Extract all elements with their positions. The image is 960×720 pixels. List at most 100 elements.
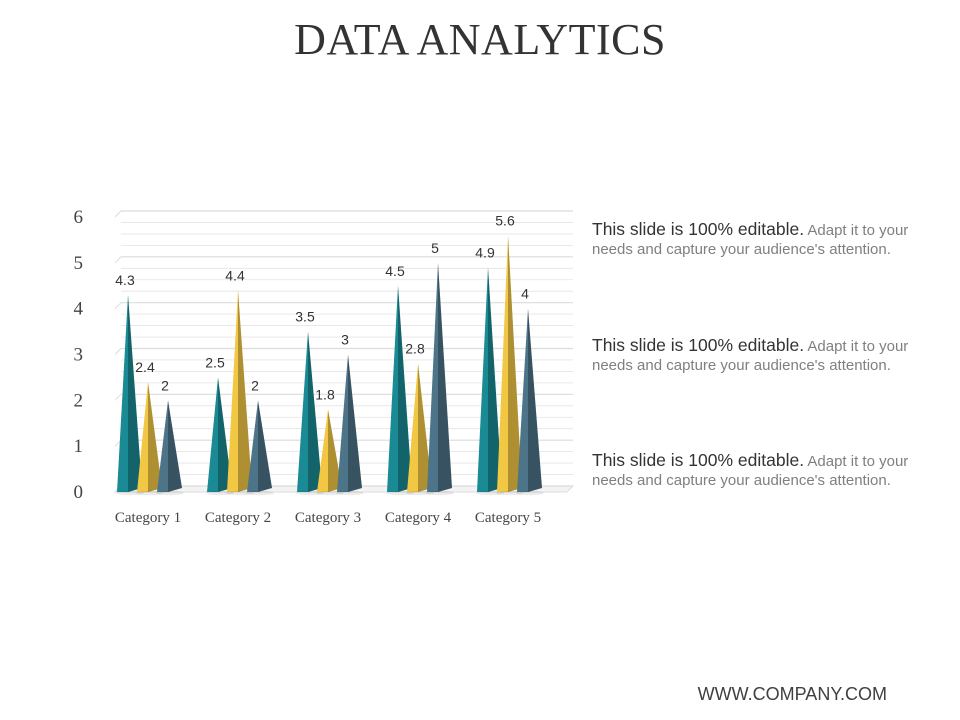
chart-bars bbox=[116, 235, 544, 496]
data-label: 4.5 bbox=[385, 263, 405, 279]
note-body: Adapt it to your needs and capture your … bbox=[592, 453, 909, 489]
x-category-label: Category 2 bbox=[205, 510, 271, 526]
text-note-2: This slide is 100% editable. Adapt it to… bbox=[592, 336, 912, 375]
text-note-3: This slide is 100% editable. Adapt it to… bbox=[592, 451, 912, 490]
data-label: 4.3 bbox=[115, 272, 135, 288]
cone-face-right bbox=[418, 363, 432, 492]
cone-bar bbox=[476, 267, 504, 496]
data-label: 4 bbox=[521, 286, 529, 302]
y-tick-label: 5 bbox=[74, 253, 84, 274]
cone-face-right bbox=[528, 308, 542, 492]
cone-bar bbox=[406, 363, 434, 496]
cone-shade bbox=[348, 354, 362, 492]
data-label: 2 bbox=[161, 377, 169, 393]
y-tick-label: 0 bbox=[74, 482, 84, 503]
cone-bar bbox=[426, 262, 454, 496]
cone-shadow bbox=[156, 490, 184, 496]
data-label: 2.5 bbox=[205, 354, 225, 370]
cone-bar bbox=[316, 409, 344, 496]
cone-bar bbox=[496, 235, 524, 496]
x-category-label: Category 4 bbox=[385, 510, 452, 526]
cone-shade bbox=[438, 262, 452, 492]
data-label: 3.5 bbox=[295, 309, 315, 325]
gridline-side bbox=[114, 210, 122, 218]
cone-face-right bbox=[348, 354, 362, 492]
y-tick-label: 1 bbox=[74, 436, 84, 457]
cone-bar bbox=[246, 400, 274, 496]
cone-shadow bbox=[406, 490, 434, 496]
note-body: Adapt it to your needs and capture your … bbox=[592, 338, 909, 374]
cone-shade bbox=[238, 290, 252, 492]
cone-bar bbox=[116, 294, 144, 496]
cone-face-right bbox=[328, 409, 342, 492]
cone-shadow bbox=[296, 490, 324, 496]
cone-face-left bbox=[317, 409, 328, 492]
cone-bar bbox=[136, 382, 164, 496]
cone-face-left bbox=[157, 400, 168, 492]
cone-face-right bbox=[148, 382, 162, 492]
cone-bar bbox=[296, 331, 324, 496]
cone-face-right bbox=[218, 377, 232, 492]
cone-bar bbox=[226, 290, 254, 496]
cone-face-right bbox=[168, 400, 182, 492]
cone-face-left bbox=[337, 354, 348, 492]
x-category-label: Category 5 bbox=[475, 510, 541, 526]
text-note-1: This slide is 100% editable. Adapt it to… bbox=[592, 220, 912, 259]
cone-shade bbox=[258, 400, 272, 492]
note-lead: This slide is 100% editable. bbox=[592, 450, 805, 470]
cone-bar-chart: 0 1 2 3 4 5 6 4.3 2.4 2 2.5 4.4 2 3.5 1.8 3 4.5 2.8 5 4.95… bbox=[74, 207, 575, 526]
cone-shade bbox=[418, 363, 432, 492]
y-axis-ticks: 0 1 2 3 4 5 6 bbox=[74, 207, 84, 503]
cone-face-right bbox=[508, 235, 522, 493]
cone-face-right bbox=[398, 285, 412, 492]
cone-shadow bbox=[476, 490, 504, 496]
cone-shade bbox=[218, 377, 232, 492]
cone-face-right bbox=[438, 262, 452, 492]
page-title: DATA ANALYTICS bbox=[294, 15, 666, 64]
data-label: 4.9 bbox=[475, 244, 495, 260]
cone-shadow bbox=[336, 490, 364, 496]
note-lead: This slide is 100% editable. bbox=[592, 335, 805, 355]
data-label: 5 bbox=[431, 240, 439, 256]
footer-website: WWW.COMPANY.COM bbox=[697, 684, 887, 704]
y-tick-label: 4 bbox=[74, 299, 84, 320]
x-category-label: Category 3 bbox=[295, 510, 361, 526]
cone-shadow bbox=[386, 490, 414, 496]
cone-shade bbox=[508, 235, 522, 493]
cone-face-left bbox=[247, 400, 258, 492]
cone-shadow bbox=[496, 490, 524, 496]
cone-shadow bbox=[516, 490, 544, 496]
data-label: 4.4 bbox=[225, 267, 245, 283]
x-axis-categories: Category 1 Category 2 Category 3 Category 4… bbox=[115, 510, 541, 526]
cone-face-left bbox=[297, 331, 308, 492]
cone-face-right bbox=[238, 290, 252, 492]
cone-face-right bbox=[258, 400, 272, 492]
data-label: 5.6 bbox=[495, 212, 515, 228]
cone-bar bbox=[156, 400, 184, 496]
data-label: 2.8 bbox=[405, 341, 425, 357]
cone-face-left bbox=[427, 262, 438, 492]
cone-face-left bbox=[477, 267, 488, 492]
y-tick-label: 3 bbox=[74, 345, 84, 366]
cone-shade bbox=[148, 382, 162, 492]
cone-shade bbox=[488, 267, 502, 492]
cone-shadow bbox=[226, 490, 254, 496]
cone-face-left bbox=[387, 285, 398, 492]
cone-shade bbox=[308, 331, 322, 492]
data-label: 3 bbox=[341, 332, 349, 348]
cone-shade bbox=[128, 294, 142, 492]
cone-shadow bbox=[246, 490, 274, 496]
chart-data-labels: 4.3 2.4 2 2.5 4.4 2 3.5 1.8 3 4.5 2.8 5 4.95.6 4 bbox=[115, 212, 529, 402]
cone-bar bbox=[386, 285, 414, 496]
gridline-side bbox=[114, 302, 122, 310]
cone-face-left bbox=[117, 294, 128, 492]
x-category-label: Category 1 bbox=[115, 510, 181, 526]
cone-face-left bbox=[227, 290, 238, 492]
cone-shade bbox=[528, 308, 542, 492]
cone-shadow bbox=[136, 490, 164, 496]
cone-shadow bbox=[206, 490, 234, 496]
note-body: Adapt it to your needs and capture your … bbox=[592, 222, 909, 258]
data-label: 2 bbox=[251, 377, 259, 393]
cone-face-left bbox=[517, 308, 528, 492]
gridline-side bbox=[114, 348, 122, 355]
